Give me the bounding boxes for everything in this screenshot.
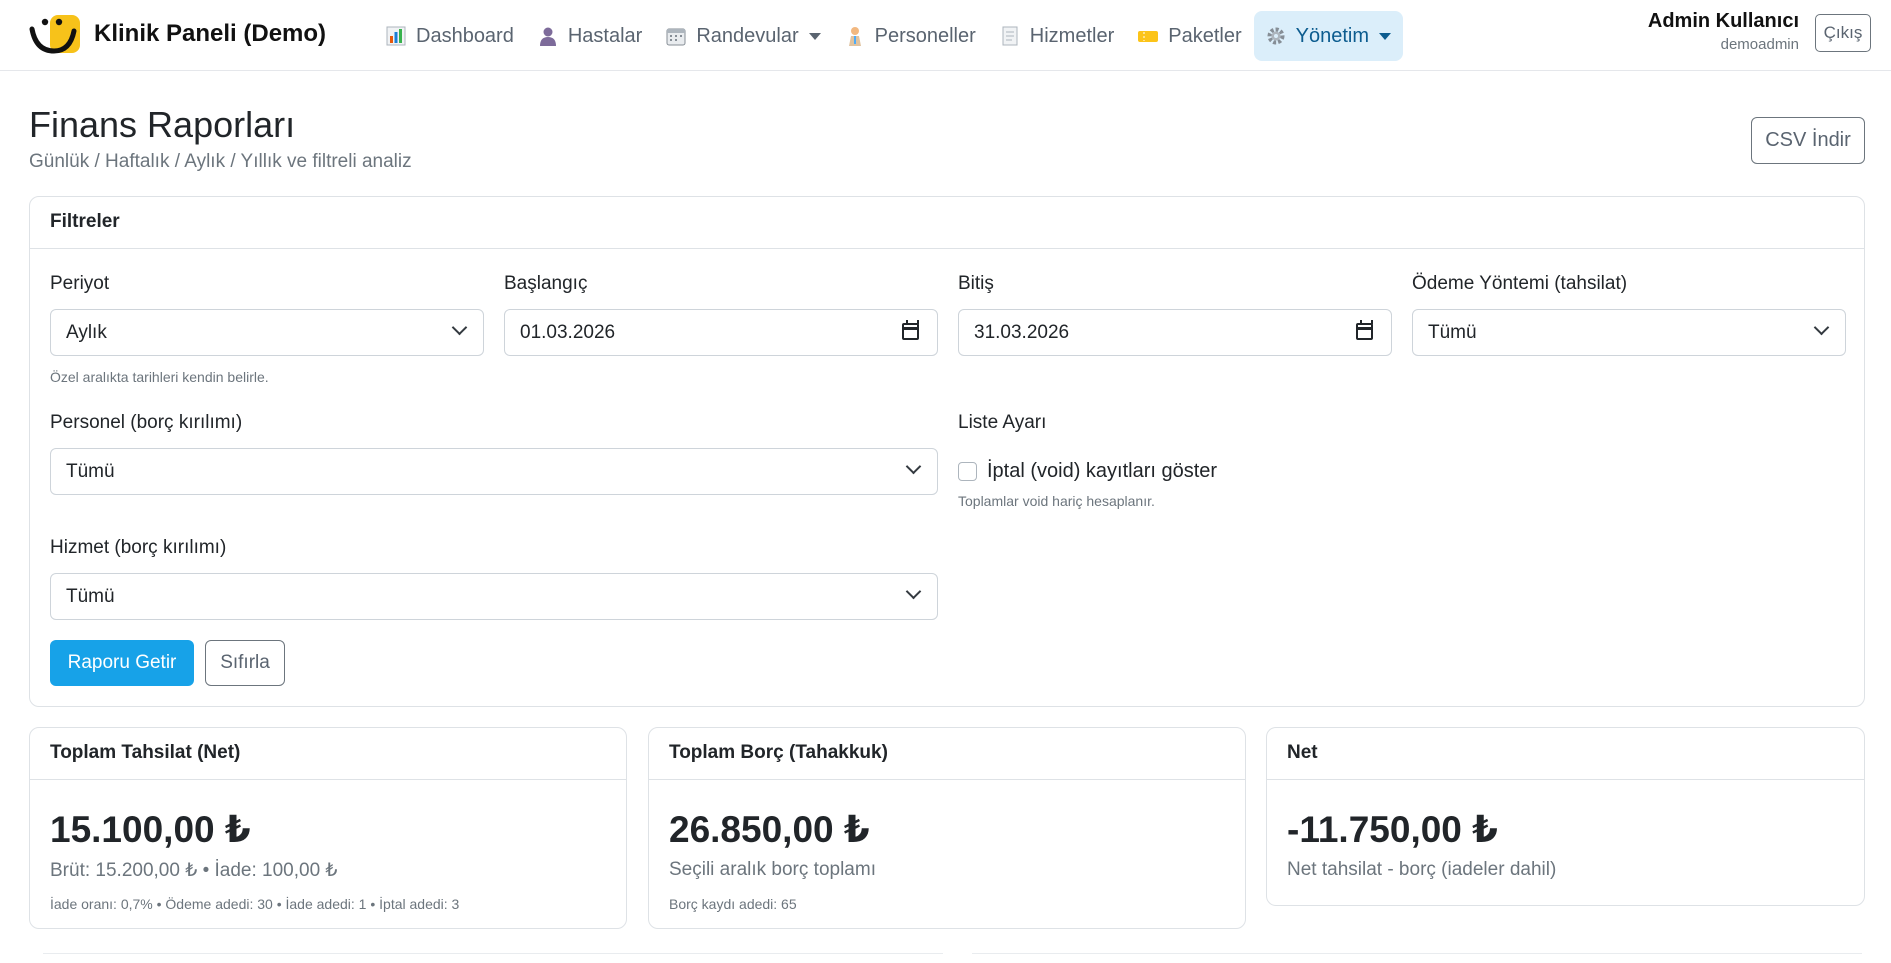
total-collection-card: Toplam Tahsilat (Net) 15.100,00 ₺ Brüt: … <box>29 727 627 929</box>
total-collection-title: Toplam Tahsilat (Net) <box>30 728 626 780</box>
total-debt-detail: Borç kaydı adedi: 65 <box>669 896 797 912</box>
end-date-value: 31.03.2026 <box>974 321 1070 343</box>
period-help: Özel aralıkta tarihleri kendin belirle. <box>50 369 269 385</box>
chevron-down-icon <box>451 319 468 336</box>
nav-item-management[interactable]: Yönetim <box>1253 11 1403 61</box>
staff-select[interactable]: Tümü <box>50 448 938 495</box>
smiley-logo-icon <box>28 13 80 55</box>
total-collection-detail: İade oranı: 0,7% • Ödeme adedi: 30 • İad… <box>50 896 460 912</box>
period-value: Aylık <box>66 321 107 343</box>
calendar-icon <box>666 26 686 46</box>
chevron-down-icon <box>808 32 821 40</box>
nav-item-services[interactable]: Hizmetler <box>988 11 1126 61</box>
next-row-divider <box>43 953 943 954</box>
start-date-value: 01.03.2026 <box>520 321 616 343</box>
get-report-button[interactable]: Raporu Getir <box>50 640 194 686</box>
start-date-label: Başlangıç <box>504 273 588 294</box>
payment-method-select[interactable]: Tümü <box>1412 309 1846 356</box>
bar-chart-icon <box>386 26 406 46</box>
user-info: Admin Kullanıcı demoadmin <box>1648 10 1799 53</box>
app-title: Klinik Paneli (Demo) <box>94 20 327 47</box>
calendar-icon[interactable] <box>902 320 919 340</box>
filters-card: Filtreler Periyot Aylık Özel aralıkta ta… <box>29 196 1865 707</box>
nav-label-packages: Paketler <box>1168 24 1242 47</box>
nav-label-dashboard: Dashboard <box>416 24 514 47</box>
chevron-down-icon <box>1813 319 1830 336</box>
chevron-down-icon <box>905 458 922 475</box>
next-row-divider <box>972 953 1862 954</box>
nav-label-management: Yönetim <box>1295 24 1369 47</box>
top-navbar: Klinik Paneli (Demo) Dashboard Hastalar … <box>0 0 1891 71</box>
list-settings-help: Toplamlar void hariç hesaplanır. <box>958 493 1155 509</box>
staff-icon <box>845 26 865 46</box>
net-card: Net -11.750,00 ₺ Net tahsilat - borç (ia… <box>1266 727 1865 906</box>
page-subtitle: Günlük / Haftalık / Aylık / Yıllık ve fi… <box>29 151 412 172</box>
reset-button[interactable]: Sıfırla <box>205 640 285 686</box>
staff-label: Personel (borç kırılımı) <box>50 412 243 433</box>
nav-item-packages[interactable]: Paketler <box>1126 11 1253 61</box>
document-icon <box>1000 26 1020 46</box>
nav-item-patients[interactable]: Hastalar <box>526 11 654 61</box>
calendar-icon[interactable] <box>1356 320 1373 340</box>
chevron-down-icon <box>905 583 922 600</box>
net-description: Net tahsilat - borç (iadeler dahil) <box>1287 859 1557 880</box>
service-select[interactable]: Tümü <box>50 573 938 620</box>
nav-label-services: Hizmetler <box>1029 24 1115 47</box>
gear-icon <box>1266 26 1286 46</box>
total-debt-card: Toplam Borç (Tahakkuk) 26.850,00 ₺ Seçil… <box>648 727 1246 929</box>
nav-label-patients: Hastalar <box>567 24 643 47</box>
csv-download-button[interactable]: CSV İndir <box>1751 117 1865 164</box>
nav-item-dashboard[interactable]: Dashboard <box>374 11 526 61</box>
nav-item-staff[interactable]: Personeller <box>833 11 988 61</box>
total-collection-breakdown: Brüt: 15.200,00 ₺ • İade: 100,00 ₺ <box>50 860 338 881</box>
main-nav: Dashboard Hastalar Randevular Personelle… <box>374 8 1403 64</box>
total-debt-description: Seçili aralık borç toplamı <box>669 859 876 880</box>
nav-label-appointments: Randevular <box>696 24 799 47</box>
list-settings-label: Liste Ayarı <box>958 412 1047 433</box>
nav-label-staff: Personeller <box>874 24 976 47</box>
chevron-down-icon <box>1379 32 1391 40</box>
end-date-input[interactable]: 31.03.2026 <box>958 309 1392 356</box>
period-label: Periyot <box>50 273 110 294</box>
total-debt-title: Toplam Borç (Tahakkuk) <box>649 728 1245 780</box>
start-date-input[interactable]: 01.03.2026 <box>504 309 938 356</box>
service-value: Tümü <box>66 585 115 607</box>
filters-header: Filtreler <box>30 197 1864 249</box>
service-label: Hizmet (borç kırılımı) <box>50 537 227 558</box>
total-collection-value: 15.100,00 ₺ <box>50 809 251 850</box>
show-void-label[interactable]: İptal (void) kayıtları göster <box>987 460 1218 482</box>
net-title: Net <box>1267 728 1864 780</box>
ticket-icon <box>1138 26 1159 46</box>
total-debt-value: 26.850,00 ₺ <box>669 809 870 850</box>
page-title: Finans Raporları <box>29 104 296 145</box>
brand[interactable]: Klinik Paneli (Demo) <box>28 12 326 56</box>
user-handle: demoadmin <box>1720 36 1799 53</box>
net-value: -11.750,00 ₺ <box>1287 809 1498 850</box>
payment-method-label: Ödeme Yöntemi (tahsilat) <box>1412 273 1628 294</box>
show-void-checkbox[interactable] <box>958 462 977 481</box>
payment-method-value: Tümü <box>1428 321 1477 343</box>
user-name: Admin Kullanıcı <box>1647 10 1799 32</box>
person-icon <box>538 26 558 46</box>
logout-button[interactable]: Çıkış <box>1815 14 1871 52</box>
period-select[interactable]: Aylık <box>50 309 484 356</box>
staff-value: Tümü <box>66 460 115 482</box>
nav-item-appointments[interactable]: Randevular <box>654 11 832 61</box>
end-date-label: Bitiş <box>958 273 994 294</box>
